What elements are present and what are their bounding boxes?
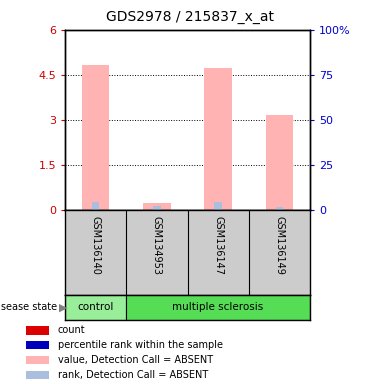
Bar — [26, 356, 49, 364]
Text: GSM136140: GSM136140 — [90, 216, 101, 275]
Bar — [92, 202, 99, 210]
Bar — [26, 371, 49, 379]
Bar — [126, 295, 310, 320]
Bar — [82, 65, 109, 210]
Text: GSM136147: GSM136147 — [213, 216, 223, 275]
Text: disease state: disease state — [0, 303, 57, 313]
Bar — [276, 207, 283, 210]
Text: rank, Detection Call = ABSENT: rank, Detection Call = ABSENT — [58, 370, 208, 380]
Text: control: control — [78, 303, 114, 313]
Text: multiple sclerosis: multiple sclerosis — [173, 303, 264, 313]
Bar — [26, 326, 49, 334]
Bar — [143, 204, 171, 210]
Text: GDS2978 / 215837_x_at: GDS2978 / 215837_x_at — [106, 10, 274, 23]
Text: GSM136149: GSM136149 — [274, 216, 284, 275]
Text: ▶: ▶ — [59, 303, 67, 313]
Bar — [153, 206, 160, 210]
Bar — [65, 295, 126, 320]
Text: percentile rank within the sample: percentile rank within the sample — [58, 340, 223, 350]
Bar — [26, 341, 49, 349]
Bar — [214, 202, 222, 210]
Bar — [266, 114, 293, 210]
Text: GSM134953: GSM134953 — [152, 216, 162, 275]
Bar — [204, 68, 232, 210]
Text: value, Detection Call = ABSENT: value, Detection Call = ABSENT — [58, 355, 213, 365]
Text: count: count — [58, 326, 86, 336]
